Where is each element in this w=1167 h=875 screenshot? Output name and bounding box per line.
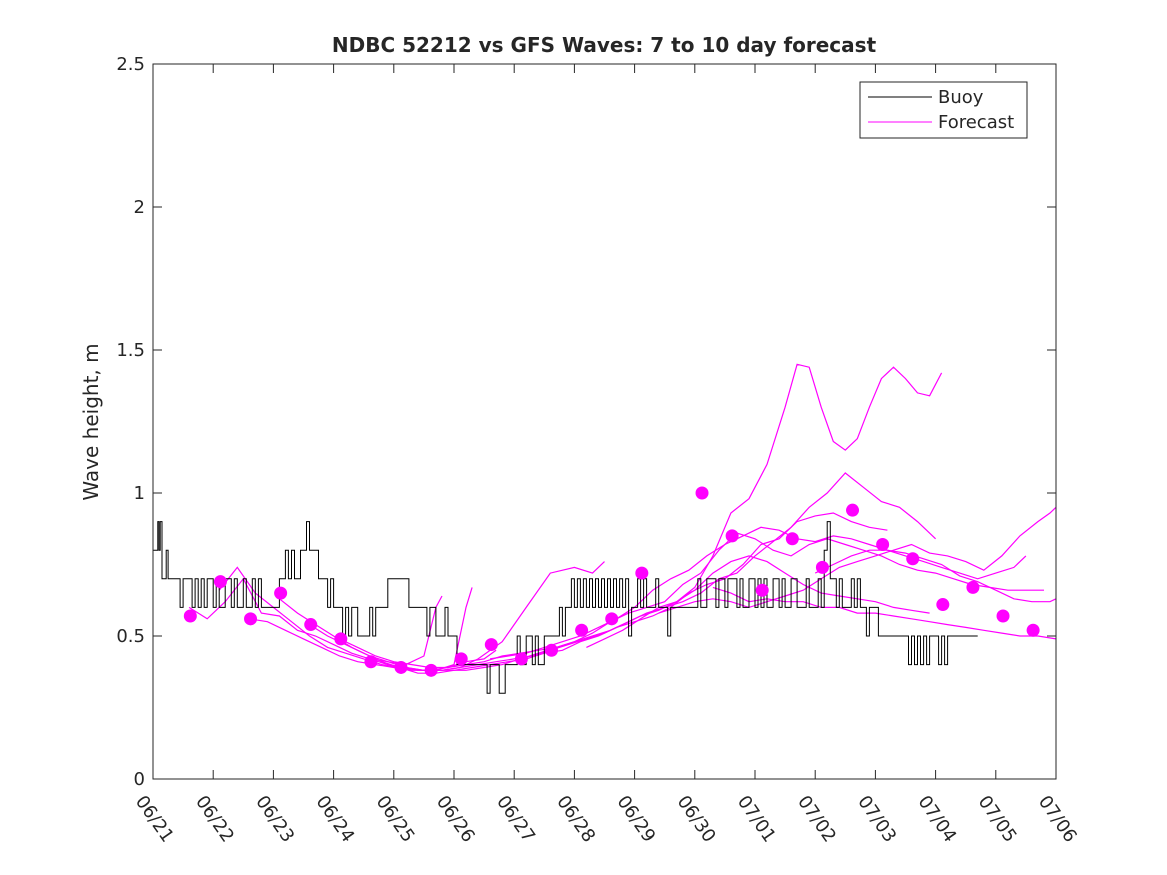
forecast-marker — [334, 632, 348, 646]
y-tick-label: 2.5 — [116, 54, 145, 75]
forecast-line — [712, 586, 1057, 640]
forecast-marker — [846, 503, 860, 517]
y-tick-label: 1.5 — [116, 340, 145, 361]
x-tick-label: 06/22 — [191, 792, 238, 847]
forecast-marker — [364, 655, 378, 669]
x-tick-label: 06/25 — [372, 792, 419, 847]
forecast-marker — [635, 566, 649, 580]
forecast-marker — [906, 552, 920, 566]
forecast-marker — [695, 486, 709, 500]
forecast-marker — [394, 660, 408, 674]
forecast-marker — [244, 612, 258, 626]
forecast-marker — [484, 638, 498, 652]
forecast-marker — [876, 537, 890, 551]
x-tick-label: 06/27 — [492, 792, 539, 847]
y-tick-label: 2 — [134, 197, 145, 218]
y-tick-label: 0.5 — [116, 626, 145, 647]
plot-series — [153, 363, 1057, 694]
legend: Buoy Forecast — [859, 81, 1028, 139]
y-axis-label: Wave height, m — [79, 343, 103, 500]
chart-title: NDBC 52212 vs GFS Waves: 7 to 10 day for… — [332, 33, 877, 57]
forecast-marker — [274, 586, 288, 600]
forecast-marker — [454, 652, 468, 666]
x-tick-label: 06/21 — [131, 792, 178, 847]
forecast-marker — [605, 612, 619, 626]
plot-frame — [152, 63, 1057, 780]
buoy-line — [153, 521, 978, 694]
x-tick-label: 06/23 — [251, 792, 298, 847]
legend-forecast-label: Forecast — [938, 112, 1014, 133]
legend-buoy-label: Buoy — [938, 87, 984, 108]
forecast-line — [586, 363, 943, 648]
forecast-marker — [514, 652, 528, 666]
x-tick-label: 07/06 — [1034, 792, 1081, 847]
forecast-marker — [966, 580, 980, 594]
forecast-marker — [213, 575, 227, 589]
forecast-marker — [936, 598, 950, 612]
y-tick-label: 0 — [134, 769, 145, 790]
x-tick-label: 06/29 — [613, 792, 660, 847]
legend-box — [859, 81, 1028, 139]
forecast-marker — [1026, 623, 1040, 637]
y-tick-label: 1 — [134, 483, 145, 504]
forecast-marker — [575, 623, 589, 637]
x-tick-label: 06/28 — [552, 792, 599, 847]
x-tick-label: 07/02 — [793, 792, 840, 847]
forecast-marker — [304, 618, 318, 632]
forecast-marker — [815, 560, 829, 574]
forecast-marker — [755, 583, 769, 597]
x-tick-label: 06/30 — [673, 792, 720, 847]
forecast-marker — [996, 609, 1010, 623]
x-tick-label: 06/24 — [312, 792, 359, 847]
forecast-marker — [785, 532, 799, 546]
forecast-marker — [424, 663, 438, 677]
x-tick-label: 07/03 — [853, 792, 900, 847]
x-tick-label: 07/01 — [733, 792, 780, 847]
forecast-marker — [725, 529, 739, 543]
axes: 0 0.5 1 1.5 2 2.5 06/21 06/22 06/23 06/24 06/25 06/… — [116, 54, 1081, 846]
forecast-line — [814, 549, 1027, 580]
x-tick-label: 07/04 — [914, 792, 961, 847]
forecast-marker — [183, 609, 197, 623]
forecast-marker — [545, 643, 559, 657]
x-tick-label: 06/26 — [432, 792, 479, 847]
x-tick-label: 07/05 — [974, 792, 1021, 847]
